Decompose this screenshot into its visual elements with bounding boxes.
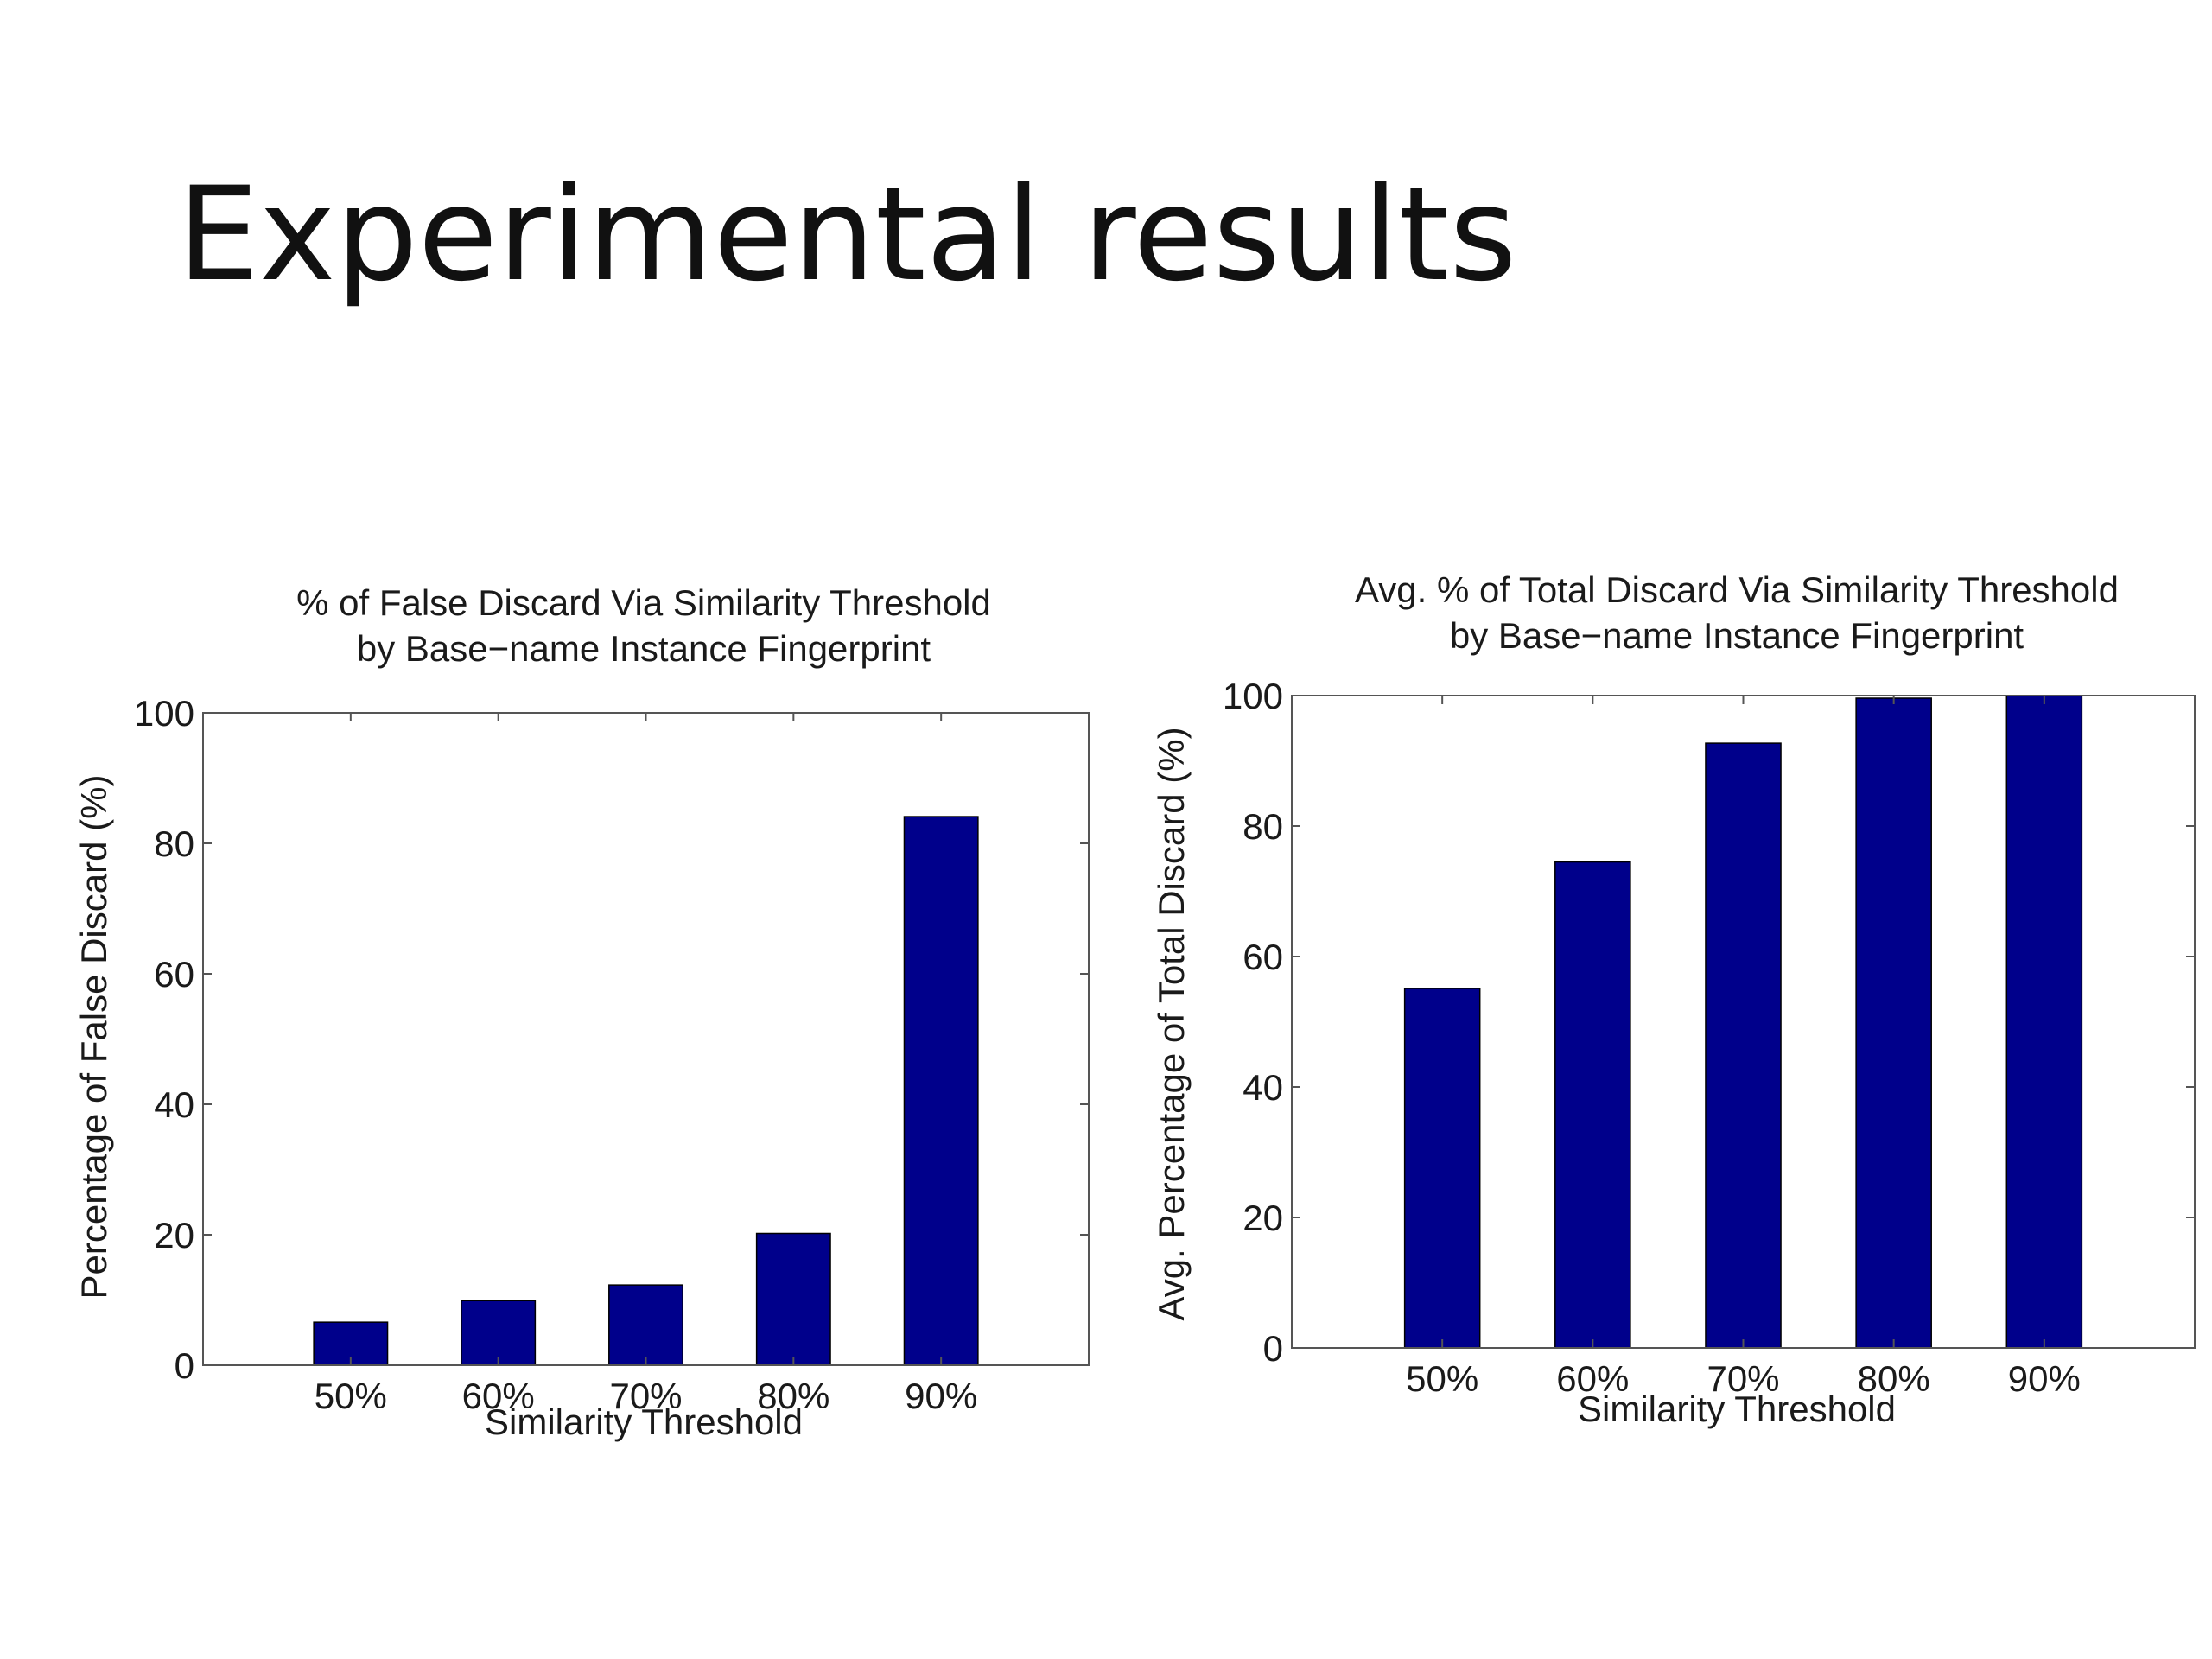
y-axis-label: Percentage of False Discard (%) [73,775,114,1300]
y-tick-label: 80 [1243,806,1283,847]
x-tick-label: 60% [462,1376,535,1416]
y-tick-label: 80 [154,823,194,864]
bar-60-pct [1554,861,1631,1349]
slide-title: Experimental results [177,160,1517,310]
x-axis-label: Similarity Threshold [1578,1389,1896,1429]
x-tick-label: 50% [315,1376,387,1416]
bar-80-pct [755,1232,831,1366]
plot-area: 0 20 40 60 80 100 50% 60% 70% 80% 90% [134,693,1090,1416]
x-tick-label: 50% [1406,1358,1478,1399]
bar-60-pct [461,1300,537,1366]
y-tick-label: 0 [175,1345,194,1386]
x-tick-label: 60% [1556,1358,1629,1399]
y-tick-label: 60 [1243,937,1283,977]
x-axis-label: Similarity Threshold [485,1402,803,1442]
total-discard-bar-chart: Avg. % of Total Discard Via Similarity T… [1151,569,2196,1429]
y-axis-label: Avg. Percentage of Total Discard (%) [1151,727,1192,1320]
x-tick-label: 90% [2008,1358,2081,1399]
y-tick-label: 100 [134,693,194,734]
y-tick-label: 20 [154,1215,194,1255]
y-tick-label: 60 [154,954,194,995]
chart-title: Avg. % of Total Discard Via Similarity T… [1355,569,2119,610]
bar-70-pct [1705,742,1782,1349]
y-tick-label: 0 [1263,1328,1283,1369]
y-tick-label: 40 [154,1084,194,1125]
plot-area: 0 20 40 60 80 100 50% 60% 70% 80% 90% [1223,676,2196,1399]
chart-subtitle: by Base−name Instance Fingerprint [357,628,931,669]
bar-90-pct [903,816,979,1366]
y-tick-label: 20 [1243,1198,1283,1238]
x-tick-label: 80% [757,1376,830,1416]
bar-90-pct [2005,695,2083,1349]
x-tick-label: 70% [1707,1358,1779,1399]
false-discard-bar-chart: % of False Discard Via Similarity Thresh… [73,582,1090,1442]
y-tick-label: 40 [1243,1067,1283,1108]
chart-subtitle: by Base−name Instance Fingerprint [1450,615,2024,656]
x-tick-label: 90% [905,1376,977,1416]
chart-title: % of False Discard Via Similarity Thresh… [296,582,991,623]
x-tick-label: 70% [609,1376,682,1416]
bar-50-pct [1403,988,1481,1349]
bar-80-pct [1855,697,1932,1349]
y-tick-label: 100 [1223,676,1283,716]
bar-70-pct [608,1284,683,1366]
x-tick-label: 80% [1858,1358,1930,1399]
